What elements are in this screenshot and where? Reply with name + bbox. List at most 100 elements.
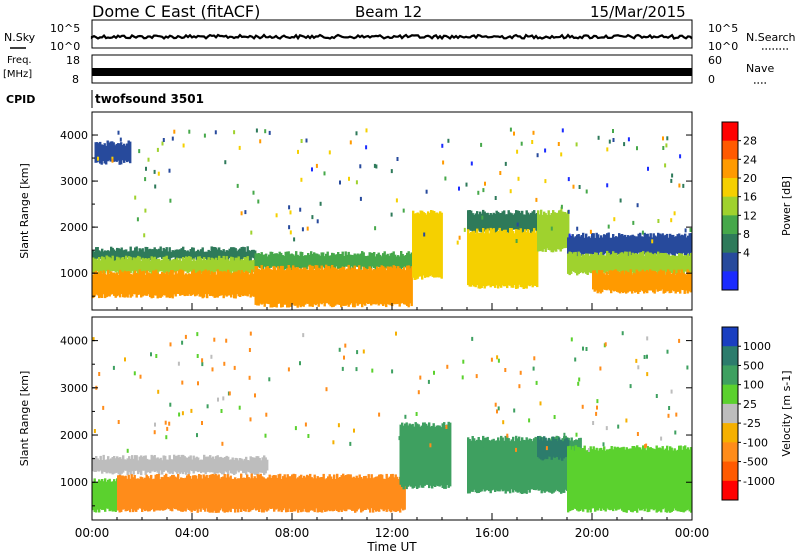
cell: [659, 269, 662, 291]
noise-tick-bottom-right: 10^0: [708, 40, 738, 53]
scatter-point: [483, 234, 486, 239]
cell: [567, 210, 570, 248]
cell: [557, 436, 560, 492]
cell: [216, 455, 219, 474]
cell: [195, 259, 198, 275]
cell: [244, 478, 247, 512]
scatter-point: [608, 139, 611, 144]
cell: [407, 251, 410, 270]
scatter-point: [264, 433, 267, 438]
cell: [654, 235, 657, 255]
scatter-point: [419, 375, 422, 380]
cell: [561, 438, 564, 493]
cell: [516, 438, 519, 493]
cell: [415, 213, 418, 280]
cell: [362, 266, 365, 305]
cell: [93, 478, 96, 513]
cell: [297, 477, 300, 513]
scatter-point: [157, 389, 160, 394]
scatter-point: [612, 138, 615, 142]
cell: [251, 249, 254, 258]
cell: [222, 255, 225, 276]
cell: [669, 233, 672, 254]
cell: [194, 260, 197, 273]
cell: [166, 476, 169, 509]
scatter-point: [297, 149, 299, 154]
cell: [164, 273, 167, 296]
cell: [348, 474, 351, 510]
scatter-point: [477, 190, 480, 195]
scatter-point: [570, 337, 573, 342]
cell: [524, 440, 527, 494]
cell: [183, 258, 186, 272]
cell: [129, 246, 132, 258]
colorbar-swatch: [722, 346, 738, 366]
cell: [142, 478, 145, 510]
cell: [213, 458, 216, 475]
scatter-point: [196, 433, 198, 438]
cell: [186, 457, 189, 473]
scatter-point: [136, 217, 139, 222]
cell: [645, 450, 648, 509]
cell: [611, 270, 614, 291]
scatter-point: [315, 163, 318, 168]
scatter-point: [596, 405, 598, 410]
cell: [626, 272, 629, 293]
cell: [383, 267, 386, 305]
cell: [689, 273, 692, 293]
cell: [638, 272, 641, 292]
cell: [222, 476, 225, 512]
cell: [102, 481, 105, 510]
cell: [589, 237, 592, 255]
cell: [280, 479, 283, 513]
cell: [639, 252, 642, 275]
cell: [640, 449, 643, 511]
cell: [159, 273, 162, 298]
cell: [359, 253, 362, 270]
cell: [161, 259, 164, 272]
cell: [307, 253, 310, 267]
cell: [161, 251, 164, 259]
scatter-point: [462, 359, 465, 364]
cell: [564, 439, 567, 458]
scatter-point: [575, 142, 578, 147]
cell: [680, 269, 683, 290]
cell: [105, 255, 108, 272]
cell: [128, 256, 131, 272]
cell: [219, 271, 222, 296]
cell: [147, 476, 150, 512]
cell: [156, 249, 159, 258]
cell: [257, 253, 260, 268]
cell: [182, 270, 185, 295]
cell: [397, 266, 400, 304]
cell: [627, 235, 630, 256]
cell: [368, 252, 371, 271]
colorbar-swatch: [722, 327, 738, 347]
cell: [633, 235, 636, 257]
cell: [488, 440, 491, 492]
colorbar-tick-label: 4: [743, 247, 750, 260]
scatter-point: [362, 349, 365, 354]
cell: [516, 210, 519, 234]
cell: [272, 254, 275, 271]
cell: [414, 422, 417, 487]
cell: [248, 460, 251, 473]
cell: [202, 474, 205, 510]
cell: [280, 265, 283, 308]
cell: [122, 455, 125, 473]
cell: [171, 259, 174, 273]
cell: [440, 212, 443, 279]
cell: [287, 265, 290, 308]
scatter-point: [301, 227, 304, 232]
cell: [432, 423, 435, 487]
cell: [364, 475, 367, 510]
scatter-point: [535, 380, 538, 385]
cell: [395, 256, 398, 269]
cell: [112, 142, 115, 162]
cell: [138, 478, 141, 509]
scatter-point: [662, 136, 664, 141]
cell: [687, 235, 690, 253]
cell: [399, 424, 402, 485]
cell: [206, 456, 209, 473]
cell: [144, 258, 147, 274]
